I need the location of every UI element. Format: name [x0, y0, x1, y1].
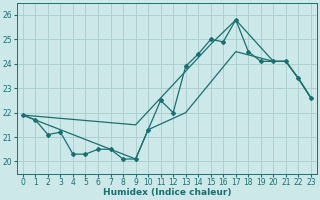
X-axis label: Humidex (Indice chaleur): Humidex (Indice chaleur) [103, 188, 231, 197]
